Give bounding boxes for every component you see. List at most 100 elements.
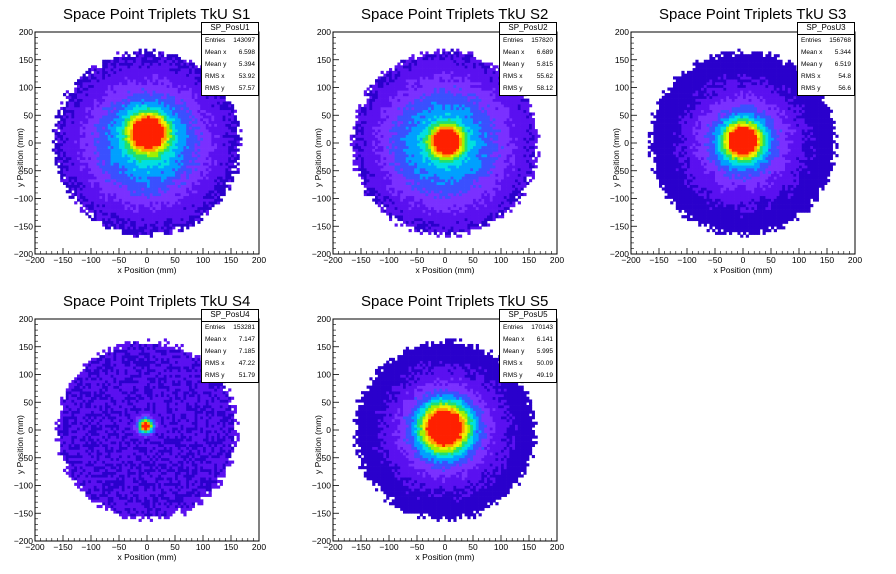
heatmap-cell (408, 206, 412, 210)
heatmap-cell (110, 115, 114, 119)
heatmap-cell (172, 212, 176, 216)
heatmap-cell (361, 170, 365, 174)
heatmap-cell (177, 65, 181, 69)
heatmap-cell (397, 206, 401, 210)
heatmap-cell (225, 159, 229, 163)
heatmap-cell (403, 59, 407, 63)
heatmap-cell (431, 109, 435, 113)
heatmap-cell (102, 217, 106, 222)
heatmap-cell (79, 118, 83, 122)
heatmap-cell (391, 131, 395, 136)
heatmap-cell (161, 115, 165, 119)
heatmap-cell (121, 120, 125, 124)
heatmap-cell (425, 209, 429, 213)
heatmap-cell (403, 106, 407, 111)
heatmap-cell (172, 68, 176, 72)
heatmap-cell (391, 134, 395, 138)
heatmap-cell (107, 65, 111, 69)
heatmap-cell (422, 140, 426, 144)
heatmap-cell (225, 179, 229, 183)
heatmap-cell (391, 115, 395, 119)
heatmap-cell (422, 90, 426, 94)
heatmap-cell (141, 126, 145, 130)
heatmap-cell (121, 76, 125, 80)
heatmap-cell (135, 112, 139, 116)
heatmap-cell (152, 176, 156, 180)
heatmap-cell (116, 156, 120, 161)
heatmap-cell (116, 79, 120, 83)
heatmap-cell (403, 215, 407, 219)
heatmap-cell (225, 162, 229, 166)
heatmap-cell (428, 195, 432, 199)
heatmap-cell (138, 81, 142, 86)
heatmap-cell (113, 93, 117, 97)
heatmap-cell (169, 195, 173, 199)
heatmap-cell (93, 165, 97, 169)
heatmap-cell (149, 90, 153, 94)
heatmap-cell (422, 70, 426, 74)
heatmap-cell (163, 112, 167, 116)
heatmap-cell (149, 190, 153, 194)
heatmap-cell (205, 206, 209, 210)
heatmap-cell (113, 112, 117, 116)
heatmap-cell (96, 204, 100, 208)
heatmap-cell (183, 98, 187, 102)
heatmap-cell (431, 201, 435, 205)
heatmap-cell (386, 159, 390, 163)
heatmap-cell (169, 231, 173, 235)
heatmap-cell (394, 159, 398, 163)
heatmap-cell (177, 137, 181, 141)
heatmap-cell (102, 112, 106, 116)
heatmap-cell (166, 154, 170, 158)
heatmap-cell (180, 190, 184, 194)
heatmap-cell (68, 176, 72, 180)
heatmap-cell (79, 145, 83, 149)
heatmap-cell (425, 179, 429, 183)
heatmap-cell (377, 154, 381, 158)
heatmap-cell (152, 81, 156, 86)
heatmap-cell (411, 129, 415, 133)
heatmap-cell (419, 134, 423, 138)
heatmap-cell (77, 109, 81, 113)
heatmap-cell (358, 104, 362, 108)
heatmap-cell (91, 170, 95, 174)
heatmap-cell (147, 204, 151, 208)
heatmap-cell (135, 51, 139, 55)
heatmap-cell (147, 143, 151, 147)
heatmap-cell (425, 156, 429, 161)
heatmap-cell (428, 106, 432, 111)
heatmap-cell (408, 179, 412, 183)
heatmap-cell (372, 167, 376, 172)
stats-value: 57.57 (238, 85, 255, 92)
heatmap-cell (99, 181, 103, 185)
heatmap-cell (68, 98, 72, 102)
heatmap-cell (205, 101, 209, 105)
heatmap-cell (107, 84, 111, 88)
heatmap-cell (411, 56, 415, 61)
heatmap-cell (208, 156, 212, 161)
heatmap-cell (189, 148, 193, 152)
heatmap-cell (169, 173, 173, 177)
heatmap-cell (133, 81, 137, 86)
heatmap-cell (369, 143, 373, 147)
heatmap-cell (88, 204, 92, 208)
heatmap-cell (124, 131, 128, 136)
heatmap-cell (386, 206, 390, 210)
heatmap-cell (91, 115, 95, 119)
heatmap-cell (149, 123, 153, 127)
heatmap-cell (383, 106, 387, 111)
heatmap-cell (377, 84, 381, 88)
heatmap-cell (102, 148, 106, 152)
heatmap-cell (65, 162, 69, 166)
heatmap-cell (186, 87, 190, 91)
heatmap-cell (127, 120, 131, 124)
heatmap-cell (403, 206, 407, 210)
heatmap-cell (133, 93, 137, 97)
heatmap-cell (107, 190, 111, 194)
heatmap-cell (422, 134, 426, 138)
heatmap-cell (102, 106, 106, 111)
heatmap-cell (121, 154, 125, 158)
heatmap-cell (149, 201, 153, 205)
heatmap-cell (417, 151, 421, 155)
heatmap-cell (110, 148, 114, 152)
